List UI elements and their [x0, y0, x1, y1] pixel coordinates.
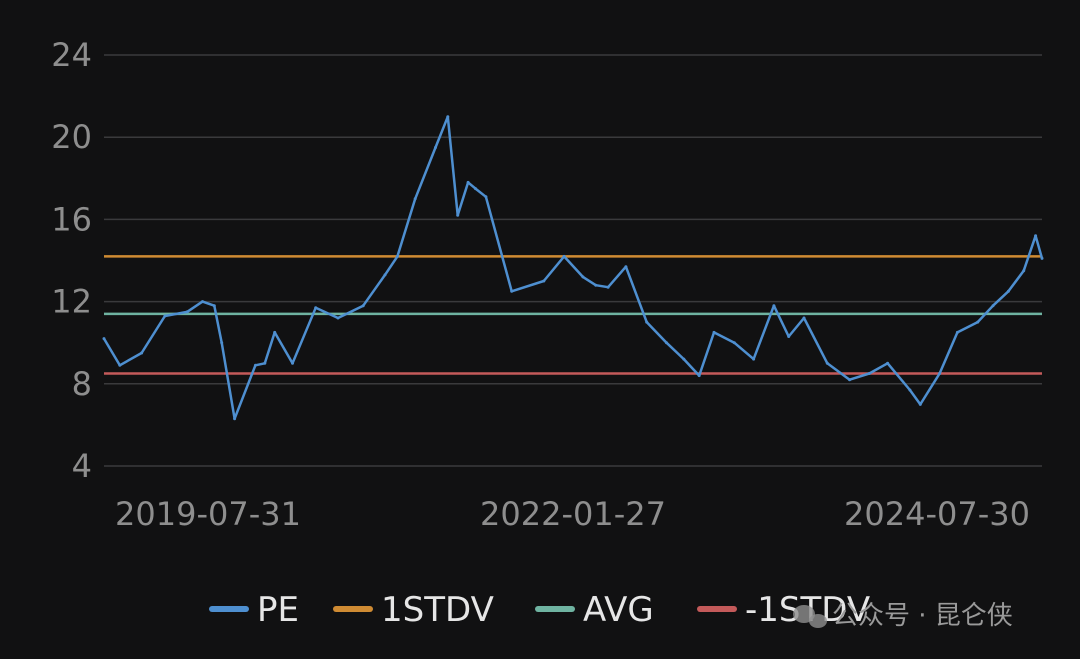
x-axis-tick-labels: 2019-07-31 2022-01-27 2024-07-30: [115, 495, 1030, 533]
legend-item-pe[interactable]: PE: [209, 590, 299, 630]
pe-data-point: [291, 361, 294, 365]
pe-data-point: [581, 275, 585, 279]
pe-data-point: [682, 357, 686, 361]
y-tick-label: 24: [51, 36, 92, 74]
pe-data-point: [201, 300, 204, 304]
pe-data-point: [606, 285, 610, 289]
pe-data-point: [466, 180, 470, 184]
pe-data-point: [542, 279, 546, 283]
pe-data-point: [118, 363, 122, 367]
pe-data-point: [395, 254, 399, 258]
pe-data-point: [802, 316, 806, 320]
pe-data-point: [697, 374, 701, 378]
pe-data-point: [955, 330, 959, 334]
wechat-icon: [793, 605, 827, 628]
pe-data-point: [446, 115, 450, 119]
pe-data-point: [253, 363, 257, 367]
y-tick-label: 4: [72, 447, 92, 485]
x-tick-label: 2024-07-30: [844, 495, 1030, 533]
pe-data-point: [413, 197, 417, 201]
pe-data-point: [594, 283, 598, 287]
pe-data-point: [976, 320, 980, 324]
pe-data-point: [484, 195, 488, 199]
pe-data-point: [712, 330, 716, 334]
pe-data-point: [825, 361, 829, 365]
pe-data-point: [163, 314, 167, 318]
y-tick-label: 8: [72, 365, 92, 403]
pe-data-point: [263, 361, 267, 365]
pe-data-point: [1034, 234, 1038, 238]
legend-label: 1STDV: [381, 590, 494, 630]
y-tick-label: 12: [51, 283, 92, 321]
watermark: 公众号 · 昆仑侠: [793, 601, 1013, 631]
pe-series: [102, 115, 1044, 421]
pe-data-point: [314, 306, 318, 310]
pe-data-point: [1040, 256, 1044, 260]
pe-data-point: [732, 341, 736, 345]
pe-data-point: [336, 316, 340, 320]
pe-data-point: [665, 341, 668, 345]
pe-data-point: [102, 337, 106, 341]
y-axis-tick-labels: 24 20 16 12 8 4: [51, 36, 92, 485]
pe-data-point: [772, 304, 776, 308]
y-tick-label: 20: [51, 118, 92, 156]
watermark-text: 公众号 · 昆仑侠: [832, 601, 1013, 631]
pe-data-point: [867, 372, 871, 375]
pe-data-point: [991, 304, 995, 308]
grid-lines: [104, 54, 1042, 467]
pe-data-point: [918, 402, 922, 406]
pe-data-point: [212, 304, 216, 308]
pe-data-point: [908, 388, 912, 392]
pe-data-point: [383, 273, 387, 277]
pe-series-line: [102, 115, 1044, 420]
legend-item-avg[interactable]: AVG: [535, 590, 654, 630]
x-tick-label: 2019-07-31: [115, 495, 301, 533]
pe-data-point: [787, 335, 791, 338]
pe-data-point: [510, 289, 514, 293]
legend-item-1stdv[interactable]: 1STDV: [333, 590, 494, 630]
reference-lines: [104, 255, 1042, 375]
pe-data-point: [938, 372, 942, 375]
pe-data-point: [434, 146, 437, 149]
pe-data-point: [185, 310, 189, 314]
pe-data-point: [1006, 289, 1010, 293]
pe-data-point: [886, 361, 890, 365]
pe-data-point: [233, 417, 237, 421]
pe-data-point: [624, 265, 628, 269]
pe-data-point: [562, 254, 566, 258]
pe-data-point: [456, 213, 460, 217]
legend-label: PE: [257, 590, 299, 630]
x-tick-label: 2022-01-27: [480, 495, 666, 533]
y-tick-label: 16: [51, 200, 92, 238]
pe-data-point: [140, 351, 144, 355]
pe-data-point: [752, 357, 756, 361]
legend-label: AVG: [583, 590, 654, 630]
pe-data-point: [361, 304, 365, 308]
pe-data-point: [273, 330, 277, 334]
pe-data-point: [848, 378, 852, 382]
pe-data-point: [645, 320, 649, 324]
pe-data-point: [1022, 269, 1026, 273]
pe-data-point: [474, 187, 477, 191]
pe-data-point: [220, 341, 224, 345]
